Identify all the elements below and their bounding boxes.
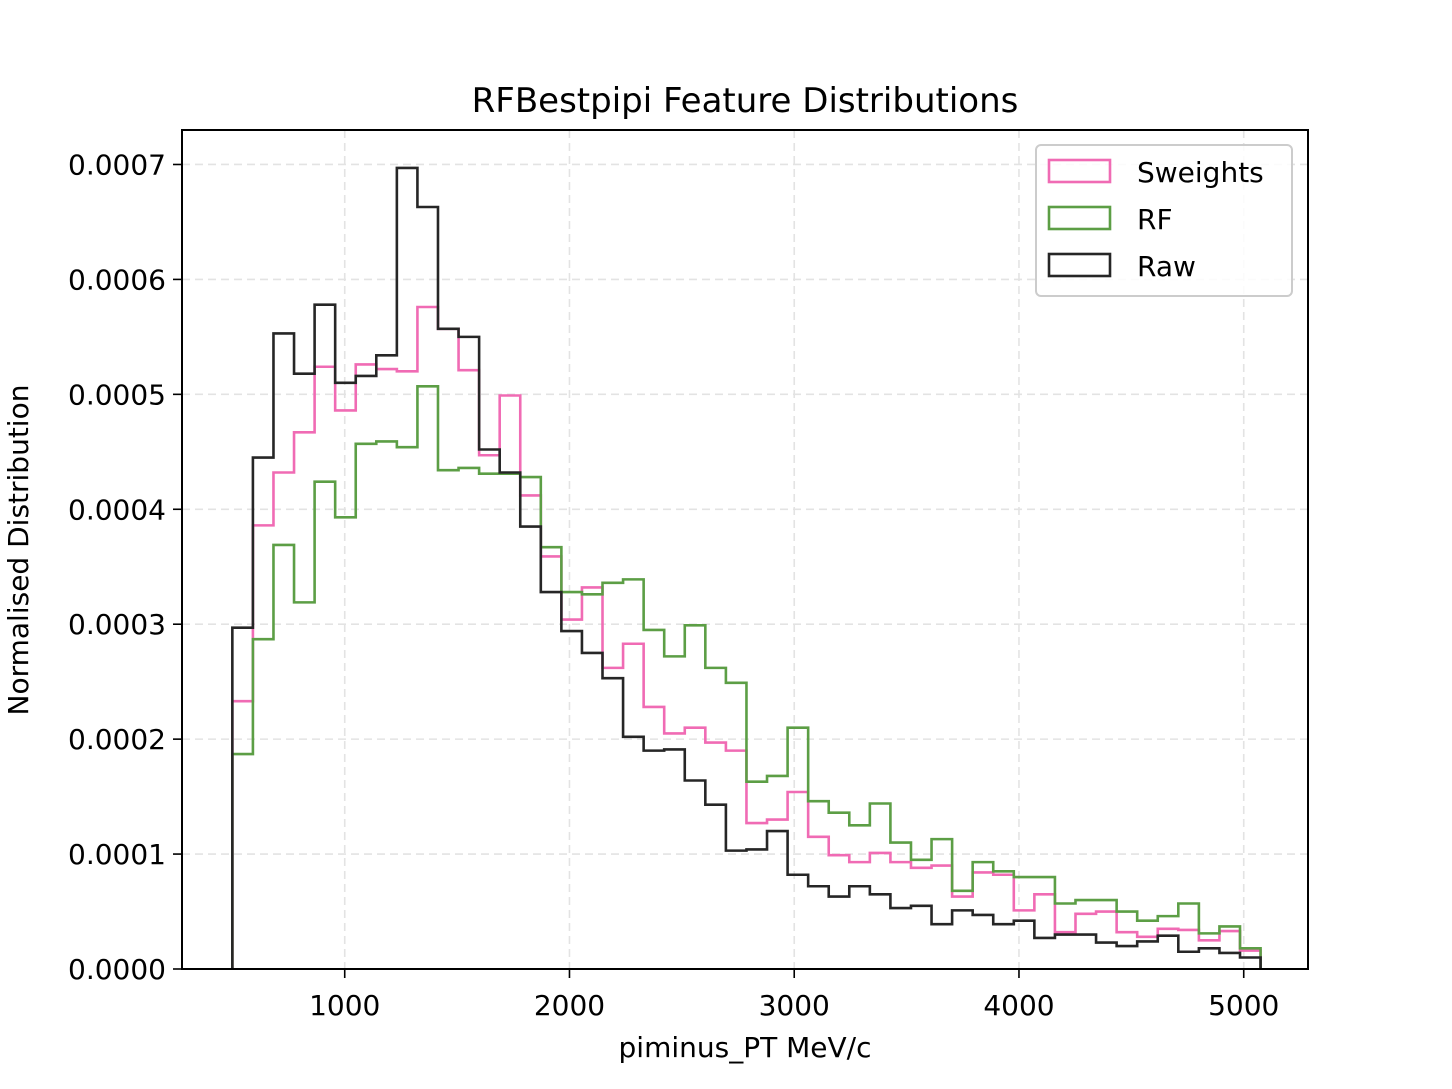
histogram-step-line <box>231 305 1262 969</box>
legend-item-raw[interactable]: Raw <box>1047 250 1196 283</box>
legend-swatch <box>1047 252 1112 278</box>
plot-area-frame <box>181 129 1309 970</box>
legend-label: Sweights <box>1137 156 1264 189</box>
y-axis-label: Normalised Distribution <box>2 385 35 716</box>
y-tick-label: 0.0006 <box>68 263 166 296</box>
legend-item-rf[interactable]: RF <box>1047 203 1173 236</box>
y-tick-label: 0.0004 <box>68 493 166 526</box>
x-tick-label: 3000 <box>759 989 830 1022</box>
y-tick-label: 0.0001 <box>68 838 166 871</box>
histogram-step-line <box>231 166 1262 969</box>
x-tick-label: 1000 <box>309 989 380 1022</box>
y-tick-label: 0.0000 <box>68 953 166 986</box>
y-axis-ticks: 0.0000 0.0001 0.0002 0.0003 0.0004 0.0005 0.00… <box>68 148 182 986</box>
legend-label: RF <box>1137 203 1173 236</box>
legend-label: Raw <box>1137 250 1196 283</box>
series-layer <box>231 166 1262 969</box>
histogram-step-line <box>231 384 1262 969</box>
legend-swatch <box>1047 205 1112 231</box>
series-rf <box>231 384 1262 969</box>
y-tick-label: 0.0003 <box>68 608 166 641</box>
chart-title: RFBestpipi Feature Distributions <box>472 81 1019 121</box>
x-axis-label: piminus_PT MeV/c <box>619 1031 872 1064</box>
legend-item-sweights[interactable]: Sweights <box>1047 156 1264 189</box>
y-tick-label: 0.0002 <box>68 723 166 756</box>
legend-items: Sweights RF Raw <box>1047 156 1264 283</box>
y-tick-label: 0.0007 <box>68 148 166 181</box>
series-raw <box>231 166 1262 969</box>
series-sweights <box>231 305 1262 969</box>
x-axis-ticks: 1000 2000 3000 4000 5000 <box>309 969 1279 1022</box>
legend-swatch <box>1047 158 1112 184</box>
x-tick-label: 2000 <box>534 989 605 1022</box>
legend[interactable]: Sweights RF Raw <box>1035 144 1293 297</box>
y-tick-label: 0.0005 <box>68 378 166 411</box>
x-tick-label: 4000 <box>983 989 1054 1022</box>
x-tick-label: 5000 <box>1208 989 1279 1022</box>
